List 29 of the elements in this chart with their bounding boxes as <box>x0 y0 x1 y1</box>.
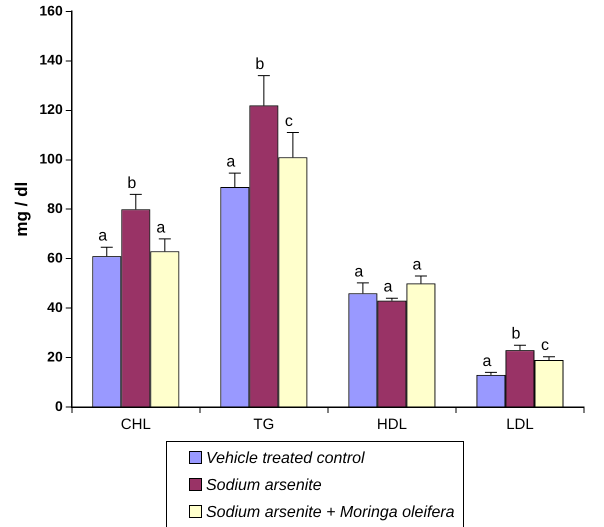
data-label: a <box>482 352 492 370</box>
y-tick-label: 40 <box>47 298 63 315</box>
data-label: a <box>383 278 392 296</box>
data-label: a <box>156 219 166 236</box>
x-tick-label: CHL <box>120 416 151 434</box>
y-tick-label: 100 <box>39 150 63 167</box>
data-label: a <box>354 263 364 280</box>
y-tick-label: 0 <box>54 398 63 414</box>
data-label: a <box>98 228 108 245</box>
x-tick-label: TG <box>253 416 274 434</box>
data-label: c <box>284 112 293 130</box>
y-tick-label: 140 <box>39 52 63 68</box>
data-label: a <box>412 256 422 274</box>
legend-label: Sodium arsenite <box>206 477 322 494</box>
y-tick-label: 80 <box>47 200 63 216</box>
legend-label: Sodium arsenite + Moringa oleifera <box>206 504 455 521</box>
y-tick-label: 20 <box>47 348 63 364</box>
data-label: b <box>512 326 521 343</box>
data-label: b <box>255 56 264 74</box>
data-label: a <box>226 154 236 171</box>
data-label: b <box>127 174 136 192</box>
y-tick-label: 60 <box>47 250 63 266</box>
y-axis-title: mg / dl <box>12 182 31 237</box>
data-label: c <box>540 337 549 354</box>
x-tick-label: HDL <box>376 416 407 434</box>
y-tick-label: 120 <box>39 101 63 118</box>
y-tick-label: 160 <box>39 2 63 18</box>
legend-label: Vehicle treated control <box>206 450 365 467</box>
x-tick-label: LDL <box>506 416 534 434</box>
